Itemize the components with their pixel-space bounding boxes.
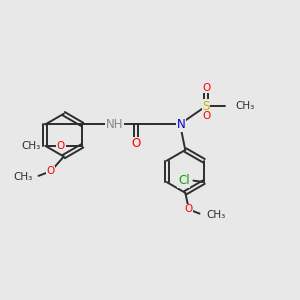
- Text: CH₃: CH₃: [206, 210, 225, 220]
- Text: CH₃: CH₃: [13, 172, 33, 182]
- Text: S: S: [202, 100, 210, 112]
- Text: CH₃: CH₃: [235, 101, 254, 111]
- Text: O: O: [132, 137, 141, 150]
- Text: NH: NH: [106, 118, 124, 131]
- Text: N: N: [176, 118, 185, 131]
- Text: O: O: [184, 204, 192, 214]
- Text: O: O: [202, 82, 210, 93]
- Text: O: O: [57, 141, 65, 151]
- Text: CH₃: CH₃: [22, 141, 41, 151]
- Text: O: O: [46, 167, 55, 176]
- Text: O: O: [202, 111, 210, 122]
- Text: Cl: Cl: [178, 174, 190, 187]
